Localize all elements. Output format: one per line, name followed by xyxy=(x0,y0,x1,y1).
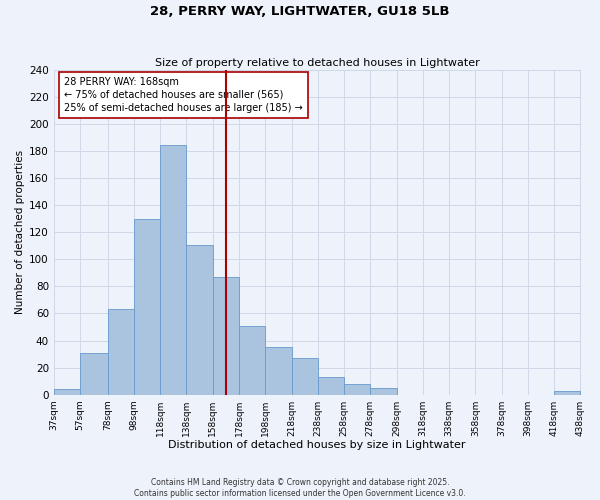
Bar xyxy=(160,144,187,394)
Bar xyxy=(213,277,239,394)
Bar xyxy=(239,326,265,394)
Bar xyxy=(370,388,397,394)
Bar xyxy=(554,390,580,394)
Bar xyxy=(134,219,160,394)
Bar xyxy=(80,352,107,395)
Text: 28 PERRY WAY: 168sqm
← 75% of detached houses are smaller (565)
25% of semi-deta: 28 PERRY WAY: 168sqm ← 75% of detached h… xyxy=(64,76,303,113)
Bar xyxy=(265,348,292,395)
X-axis label: Distribution of detached houses by size in Lightwater: Distribution of detached houses by size … xyxy=(169,440,466,450)
Bar xyxy=(318,377,344,394)
Y-axis label: Number of detached properties: Number of detached properties xyxy=(15,150,25,314)
Bar xyxy=(54,389,80,394)
Text: Contains HM Land Registry data © Crown copyright and database right 2025.
Contai: Contains HM Land Registry data © Crown c… xyxy=(134,478,466,498)
Bar xyxy=(107,310,134,394)
Title: Size of property relative to detached houses in Lightwater: Size of property relative to detached ho… xyxy=(155,58,479,68)
Bar xyxy=(344,384,370,394)
Bar xyxy=(187,244,213,394)
Bar xyxy=(292,358,318,395)
Text: 28, PERRY WAY, LIGHTWATER, GU18 5LB: 28, PERRY WAY, LIGHTWATER, GU18 5LB xyxy=(150,5,450,18)
